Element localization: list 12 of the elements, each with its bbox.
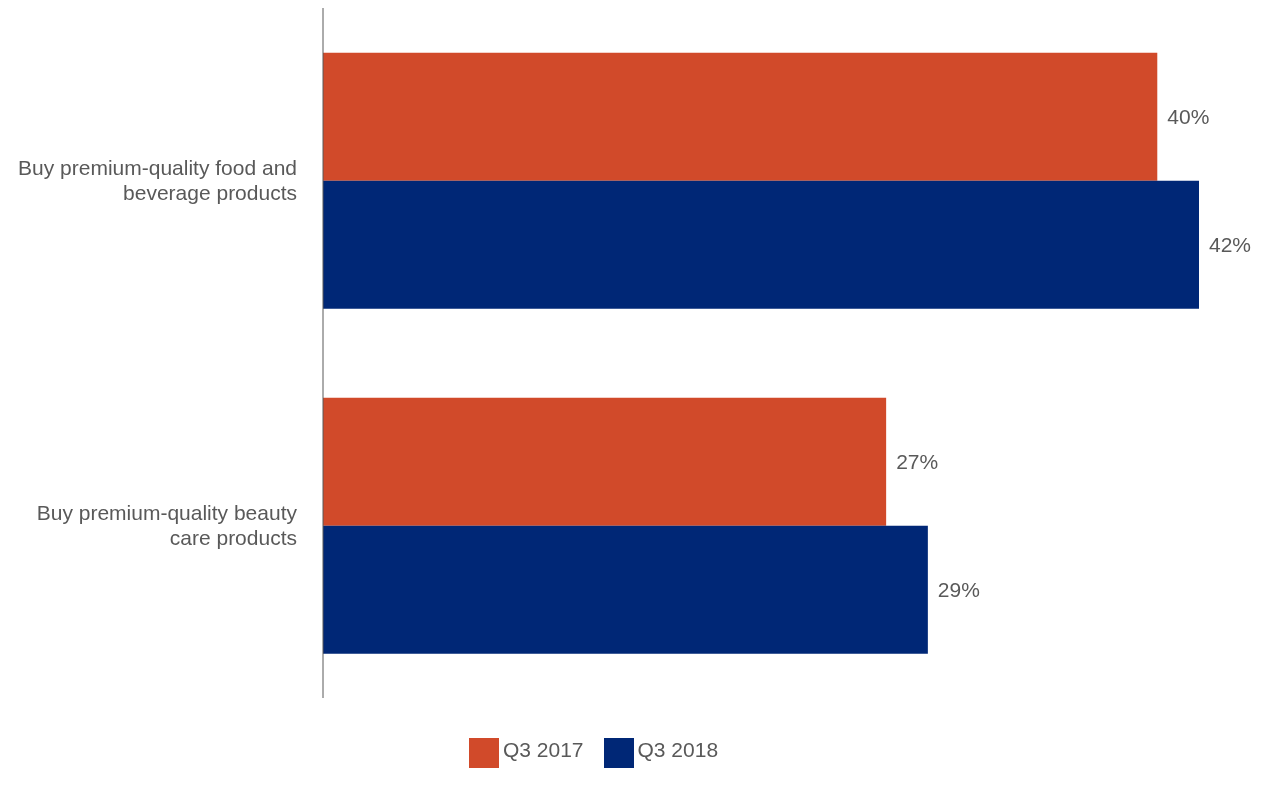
y-tick-label: Buy premium-quality beauty care products: [36, 501, 298, 550]
y-tick-label: Buy premium-quality food and beverage products: [18, 156, 297, 205]
data-label: 27%: [896, 450, 939, 474]
legend-label: Q3 2018: [637, 738, 719, 762]
bar: [323, 52, 1158, 181]
data-label: 40%: [1167, 105, 1210, 129]
bar: [323, 397, 887, 526]
data-label: 29%: [937, 578, 980, 602]
data-label: 42%: [1209, 233, 1252, 257]
bar: [323, 525, 928, 654]
legend-label: Q3 2017: [502, 738, 584, 762]
bar: [323, 180, 1199, 309]
